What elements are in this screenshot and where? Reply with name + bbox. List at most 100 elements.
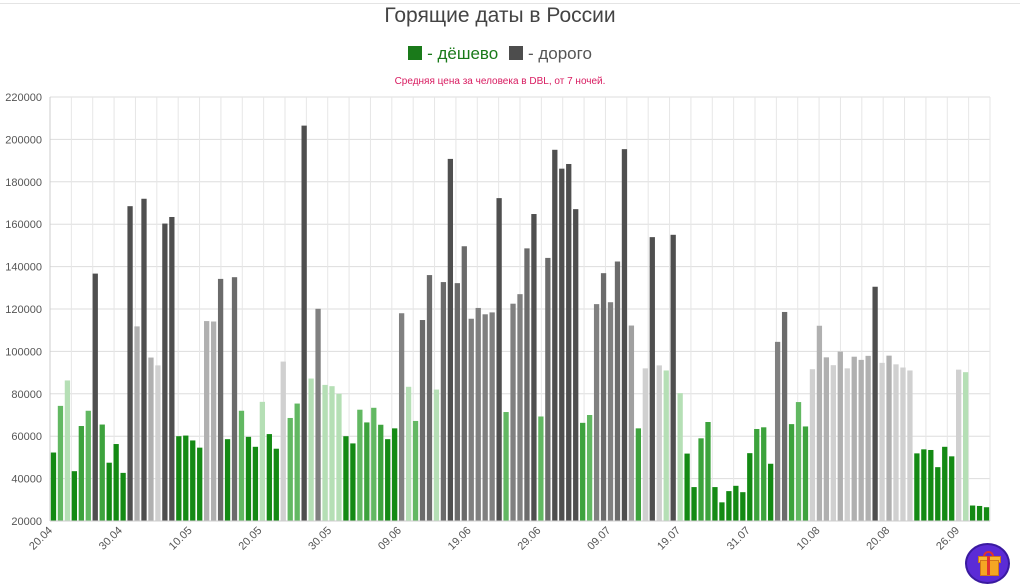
bar[interactable] [496, 198, 502, 521]
bar[interactable] [621, 149, 628, 521]
bar[interactable] [837, 351, 843, 521]
bar[interactable] [740, 492, 746, 521]
bar[interactable] [273, 448, 279, 521]
bar[interactable] [350, 443, 356, 521]
bar[interactable] [398, 313, 405, 521]
bar[interactable] [71, 471, 78, 521]
bar[interactable] [914, 453, 920, 521]
bar[interactable] [364, 422, 370, 521]
bar[interactable] [921, 449, 927, 521]
bar[interactable] [120, 472, 126, 521]
bar[interactable] [531, 214, 537, 521]
bar[interactable] [761, 427, 767, 521]
bar[interactable] [336, 393, 342, 521]
bar[interactable] [865, 355, 871, 521]
bar[interactable] [935, 467, 941, 521]
bar[interactable] [607, 302, 614, 521]
bar[interactable] [224, 439, 231, 521]
bar[interactable] [280, 361, 286, 521]
bar[interactable] [301, 125, 307, 522]
bar[interactable] [976, 505, 983, 521]
bar[interactable] [983, 507, 990, 521]
bar[interactable] [106, 462, 112, 521]
bar[interactable] [315, 308, 321, 521]
bar[interactable] [99, 424, 105, 521]
bar[interactable] [719, 502, 725, 521]
bar[interactable] [538, 416, 544, 521]
bar[interactable] [392, 428, 398, 521]
bar[interactable] [768, 463, 774, 521]
bar[interactable] [524, 248, 530, 521]
bar[interactable] [447, 158, 454, 521]
bar[interactable] [127, 206, 133, 521]
bar[interactable] [517, 294, 523, 521]
bar[interactable] [475, 307, 481, 521]
bar[interactable] [190, 440, 196, 521]
bar[interactable] [78, 426, 84, 521]
bar[interactable] [461, 246, 467, 521]
bar[interactable] [294, 403, 300, 521]
bar[interactable] [795, 402, 802, 521]
bar[interactable] [245, 436, 252, 521]
bar[interactable] [942, 446, 948, 521]
bar[interactable] [726, 491, 732, 521]
bar[interactable] [677, 393, 683, 521]
bar[interactable] [614, 261, 621, 521]
legend-item-expensive[interactable]: - дорого [508, 44, 592, 64]
bar[interactable] [830, 365, 836, 521]
bar[interactable] [454, 283, 460, 521]
bar[interactable] [691, 487, 697, 521]
bar[interactable] [50, 452, 57, 521]
bar[interactable] [510, 303, 516, 521]
bar[interactable] [231, 277, 238, 521]
bar[interactable] [169, 216, 175, 522]
bar[interactable] [600, 273, 607, 521]
bar[interactable] [329, 386, 335, 521]
bar[interactable] [217, 278, 224, 521]
bar[interactable] [113, 444, 119, 521]
bar[interactable] [197, 447, 203, 521]
bar[interactable] [949, 456, 955, 521]
bar[interactable] [57, 405, 64, 521]
bar[interactable] [134, 326, 140, 521]
bar[interactable] [962, 372, 969, 521]
bar[interactable] [343, 436, 349, 521]
bar[interactable] [322, 384, 328, 521]
bar[interactable] [663, 370, 669, 521]
bar[interactable] [287, 417, 293, 521]
bar[interactable] [238, 410, 245, 521]
bar[interactable] [879, 362, 885, 521]
bar[interactable] [559, 168, 565, 521]
bar[interactable] [586, 415, 593, 521]
bar[interactable] [580, 422, 586, 521]
legend-item-cheap[interactable]: - дёшево [408, 44, 498, 64]
bar[interactable] [593, 304, 600, 521]
bar[interactable] [371, 407, 377, 521]
bar[interactable] [162, 223, 168, 521]
bar[interactable] [781, 311, 788, 521]
bar[interactable] [816, 325, 823, 521]
bar[interactable] [844, 368, 850, 521]
bar[interactable] [858, 359, 864, 521]
bar[interactable] [712, 487, 718, 521]
bar[interactable] [573, 209, 579, 521]
bar[interactable] [886, 355, 892, 521]
bar[interactable] [412, 420, 419, 521]
bar[interactable] [969, 505, 976, 521]
bar[interactable] [851, 356, 857, 521]
bar[interactable] [649, 237, 655, 521]
bar[interactable] [259, 401, 266, 521]
bar[interactable] [872, 286, 878, 521]
bar[interactable] [747, 453, 753, 521]
gift-button[interactable] [965, 543, 1010, 584]
bar[interactable] [733, 485, 739, 521]
bar[interactable] [266, 434, 272, 521]
bar[interactable] [893, 364, 899, 521]
bar[interactable] [468, 318, 474, 521]
bar[interactable] [642, 368, 648, 521]
bar[interactable] [482, 314, 488, 521]
bar[interactable] [754, 428, 760, 521]
bar[interactable] [503, 412, 509, 521]
bar[interactable] [85, 410, 91, 521]
bar[interactable] [148, 357, 154, 521]
